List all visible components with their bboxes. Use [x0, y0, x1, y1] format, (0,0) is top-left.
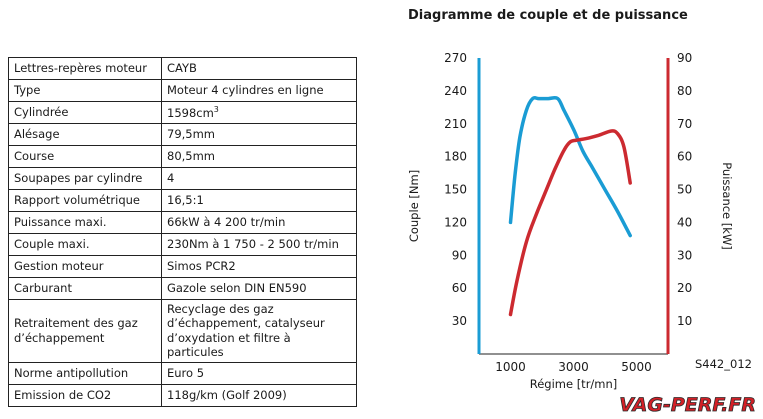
torque-series-line: [508, 95, 632, 238]
left-y-tick-label: 30: [452, 314, 467, 328]
left-y-tick-label: 240: [444, 84, 467, 98]
spec-value-cell: CAYB: [161, 57, 357, 80]
spec-value-cell: Recyclage des gaz d’échappement, catalys…: [161, 299, 357, 363]
spec-value: Simos PCR2: [167, 259, 236, 274]
x-tick-label: 1000: [495, 360, 526, 374]
right-y-tick-label: 10: [677, 314, 692, 328]
spec-value: 66kW à 4 200 tr/min: [167, 215, 286, 230]
spec-value-cell: 79,5mm: [161, 123, 357, 146]
spec-row: Retraitement des gaz d’échappement Recycl…: [8, 299, 357, 363]
spec-row: Puissance maxi. 66kW à 4 200 tr/min: [8, 211, 357, 234]
spec-row: Alésage 79,5mm: [8, 123, 357, 146]
spec-value-cell: 16,5:1: [161, 189, 357, 212]
spec-row: Soupapes par cylindre 4: [8, 167, 357, 190]
torque-power-chart: 30 60 90 120 150 180 210 240 270 10 20 30 40 50 60 70 80…: [407, 51, 752, 391]
site-logo-text: VAG-PERF.FR: [619, 394, 756, 416]
spec-key: Retraitement des gaz d’échappement: [8, 299, 162, 363]
spec-value: 80,5mm: [167, 149, 216, 164]
spec-key: Type: [8, 79, 162, 102]
spec-row: Cylindrée 1598cm3: [8, 101, 357, 124]
spec-value-cell: 118g/km (Golf 2009): [161, 383, 357, 407]
right-y-tick-label: 20: [677, 281, 692, 295]
spec-value-cell: Gazole selon DIN EN590: [161, 277, 357, 300]
x-axis-title: Régime [tr/mn]: [530, 377, 618, 391]
spec-key: Cylindrée: [8, 101, 162, 124]
right-y-tick-label: 50: [677, 183, 692, 197]
right-y-tick-label: 90: [677, 51, 692, 65]
spec-key: Couple maxi.: [8, 233, 162, 256]
spec-value: 4: [167, 171, 175, 186]
x-tick-label: 5000: [621, 360, 652, 374]
spec-key: Rapport volumétrique: [8, 189, 162, 212]
spec-key: Carburant: [8, 277, 162, 300]
spec-value: 230Nm à 1 750 - 2 500 tr/min: [167, 237, 339, 252]
right-y-tick-label: 30: [677, 248, 692, 262]
spec-row: Emission de CO2 118g/km (Golf 2009): [8, 383, 357, 407]
right-y-axis-title: Puissance [kW]: [720, 162, 734, 250]
spec-value: Euro 5: [167, 365, 205, 380]
left-y-tick-label: 150: [444, 183, 467, 197]
spec-value-cell: Moteur 4 cylindres en ligne: [161, 79, 357, 102]
spec-value: Moteur 4 cylindres en ligne: [167, 83, 324, 98]
left-y-tick-label: 60: [452, 281, 467, 295]
chart-title: Diagramme de couple et de puissance: [408, 8, 688, 23]
x-tick-label: 3000: [558, 360, 589, 374]
spec-value: 118g/km (Golf 2009): [167, 387, 287, 402]
spec-key: Gestion moteur: [8, 255, 162, 278]
right-y-tick-label: 70: [677, 117, 692, 131]
spec-row: Gestion moteur Simos PCR2: [8, 255, 357, 278]
spec-row: Lettres-repères moteur CAYB: [8, 57, 357, 80]
power-series-line: [508, 129, 632, 317]
spec-value: 16,5:1: [167, 193, 204, 208]
spec-key: Course: [8, 145, 162, 168]
spec-row: Rapport volumétrique 16,5:1: [8, 189, 357, 212]
spec-row: Course 80,5mm: [8, 145, 357, 168]
spec-value: CAYB: [167, 61, 197, 76]
spec-value-cell: 66kW à 4 200 tr/min: [161, 211, 357, 234]
spec-row: Type Moteur 4 cylindres en ligne: [8, 79, 357, 102]
spec-value: 79,5mm: [167, 127, 216, 142]
right-y-tick-label: 40: [677, 215, 692, 229]
left-y-tick-label: 270: [444, 51, 467, 65]
engine-specs-table: Lettres-repères moteur CAYB Type Moteur 4 c…: [8, 57, 357, 407]
left-y-tick-label: 180: [444, 150, 467, 164]
spec-key: Norme antipollution: [8, 361, 162, 385]
spec-value: Gazole selon DIN EN590: [167, 281, 307, 296]
spec-value: Recyclage des gaz d’échappement, catalys…: [167, 302, 325, 360]
spec-row: Carburant Gazole selon DIN EN590: [8, 277, 357, 300]
spec-value-cell: 80,5mm: [161, 145, 357, 168]
spec-key: Alésage: [8, 123, 162, 146]
engine-specs-table-body: Lettres-repères moteur CAYB Type Moteur 4 c…: [8, 57, 357, 407]
spec-row: Norme antipollution Euro 5: [8, 361, 357, 385]
spec-value-cell: Simos PCR2: [161, 255, 357, 278]
spec-value-cell: 4: [161, 167, 357, 190]
left-y-tick-label: 120: [444, 215, 467, 229]
left-y-axis-title: Couple [Nm]: [407, 170, 421, 242]
left-y-tick-label: 90: [452, 248, 467, 262]
site-logo-watermark: VAG-PERF.FR: [619, 394, 757, 416]
spec-key: Emission de CO2: [8, 383, 162, 407]
spec-key: Soupapes par cylindre: [8, 167, 162, 190]
spec-key: Puissance maxi.: [8, 211, 162, 234]
right-y-tick-label: 60: [677, 150, 692, 164]
right-y-tick-label: 80: [677, 84, 692, 98]
left-y-tick-label: 210: [444, 117, 467, 131]
figure-code: S442_012: [695, 357, 752, 371]
spec-value-cell: 1598cm3: [161, 101, 357, 124]
spec-row: Couple maxi. 230Nm à 1 750 - 2 500 tr/min: [8, 233, 357, 256]
spec-key: Lettres-repères moteur: [8, 57, 162, 80]
spec-value-cell: 230Nm à 1 750 - 2 500 tr/min: [161, 233, 357, 256]
spec-value-cell: Euro 5: [161, 361, 357, 385]
spec-value-superscript: 3: [213, 104, 219, 114]
spec-value: 1598cm: [167, 105, 214, 120]
